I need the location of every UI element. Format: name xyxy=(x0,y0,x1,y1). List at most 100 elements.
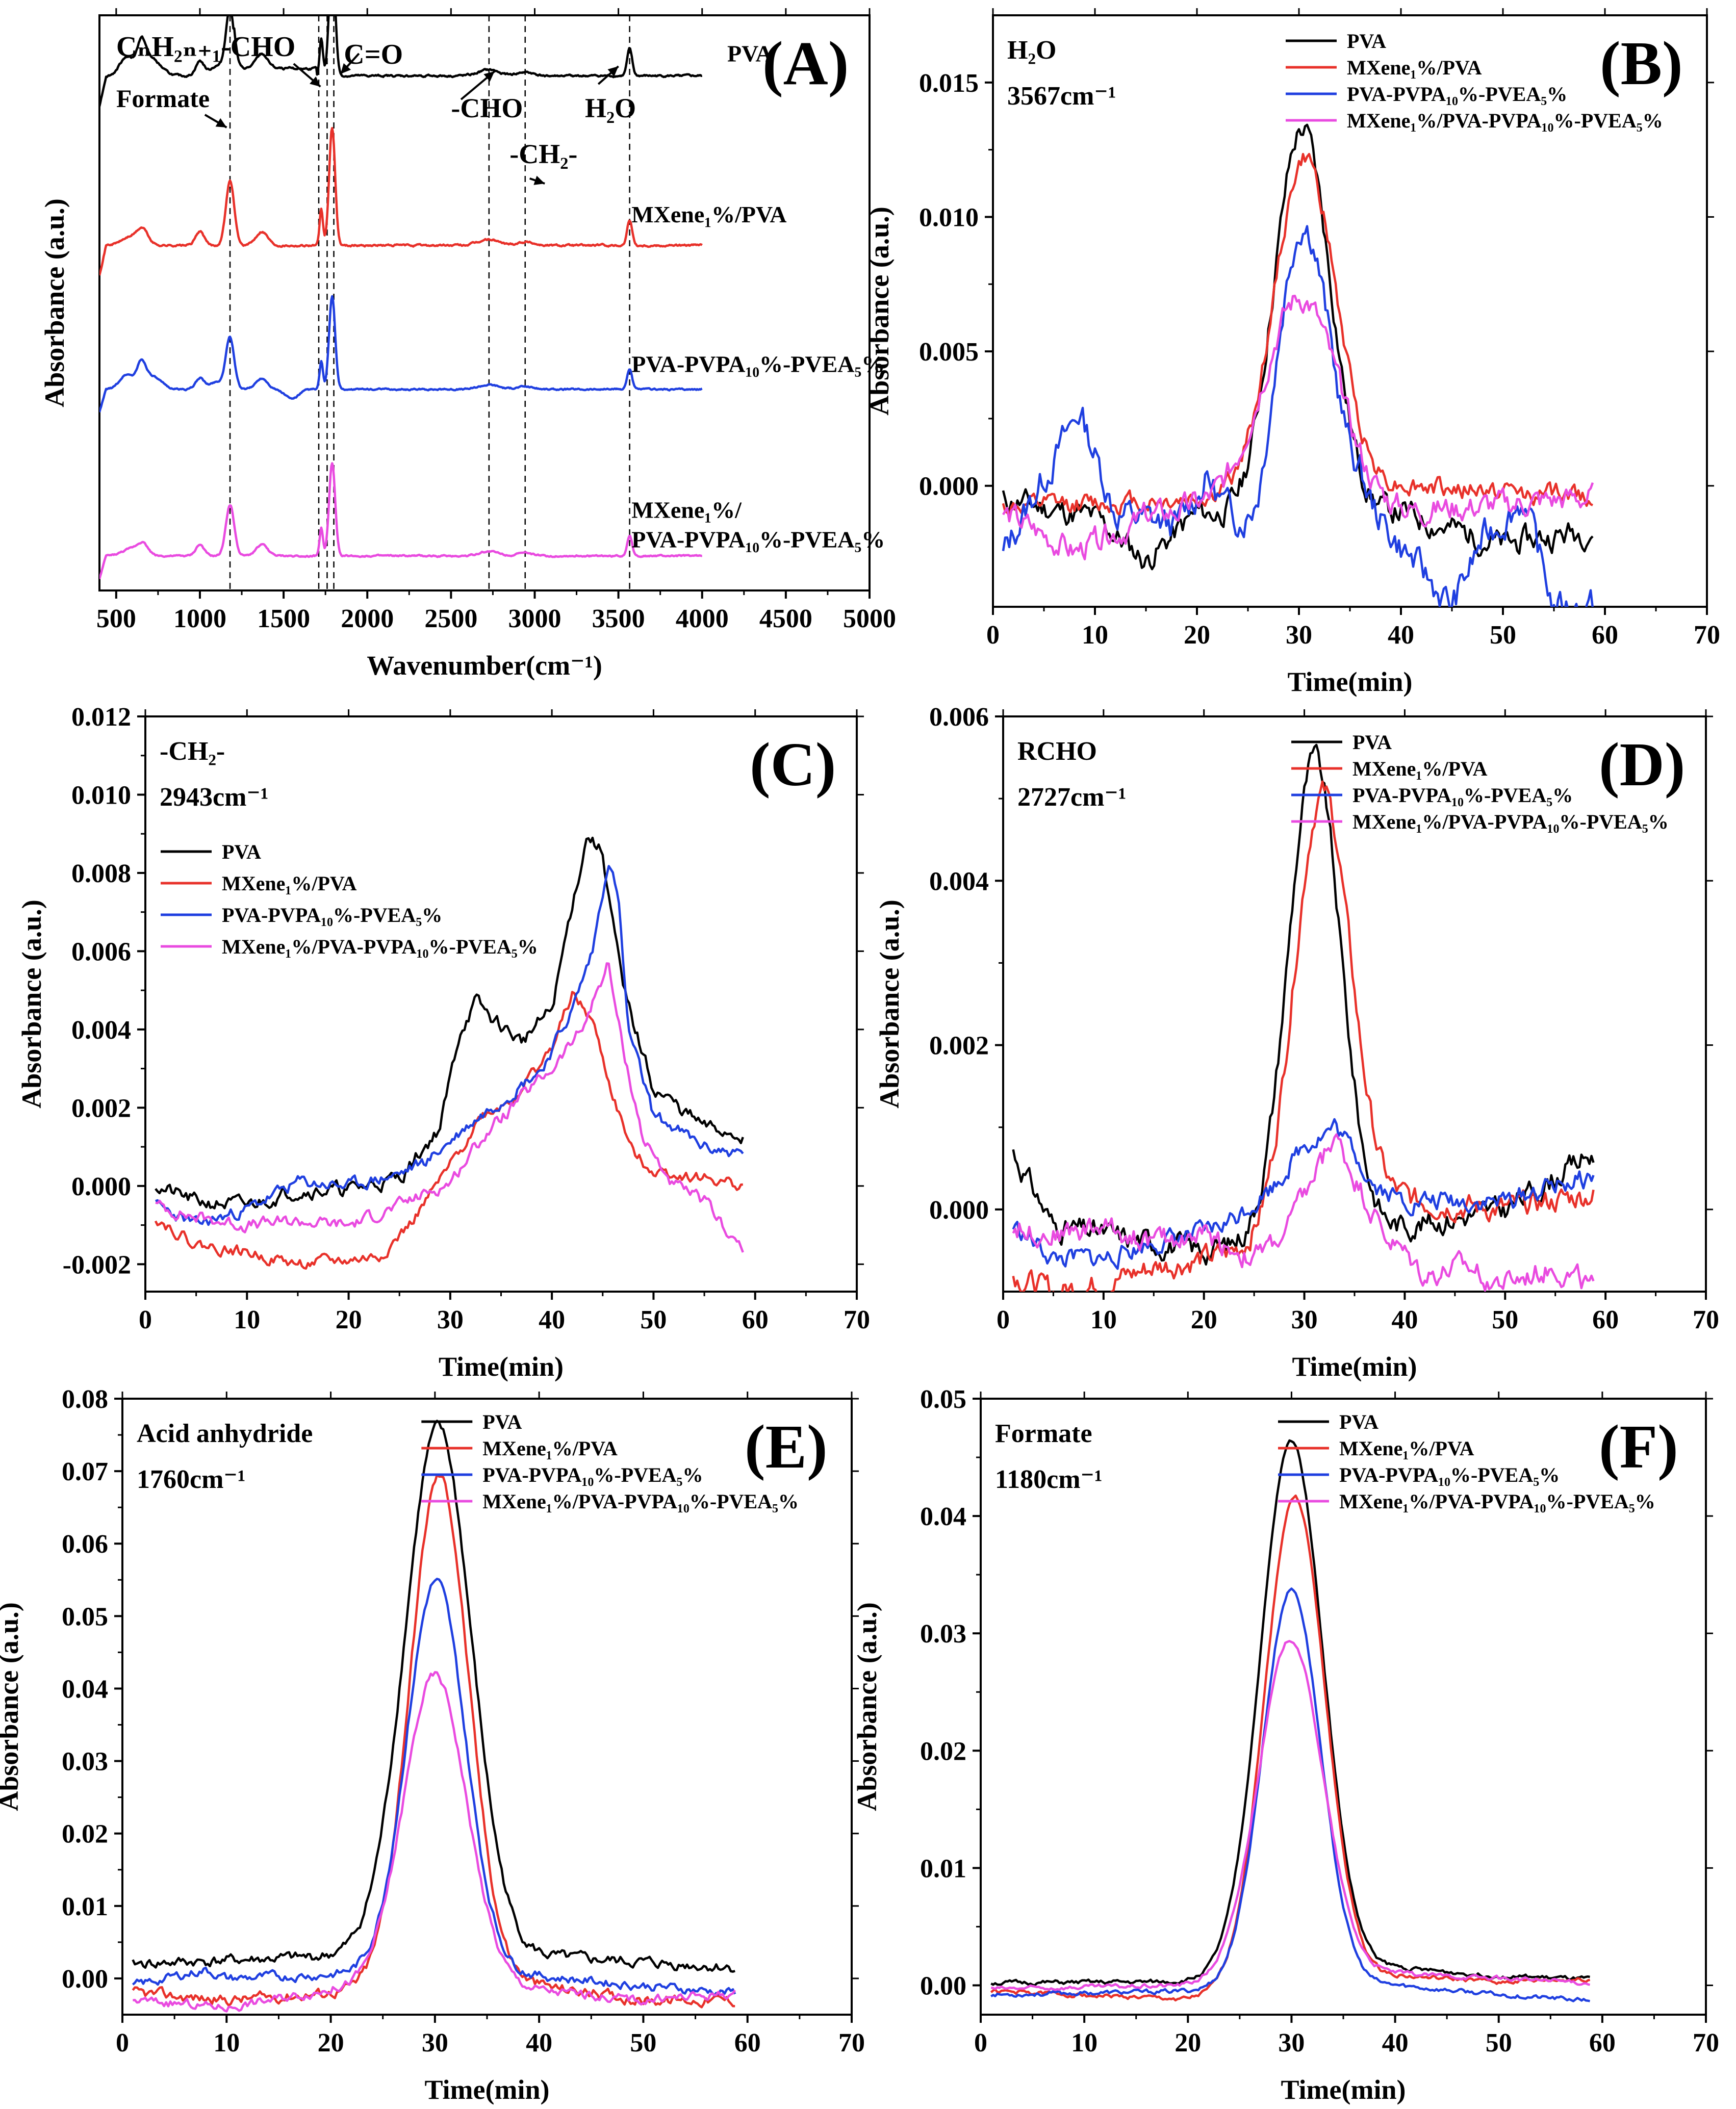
x-tick-label: 4500 xyxy=(759,604,812,633)
legend-label-0: PVA xyxy=(222,840,261,863)
x-tick-label: 70 xyxy=(844,1305,870,1334)
plot-area xyxy=(154,836,744,1270)
series-line-2 xyxy=(1002,225,1594,607)
x-tick-label: 0 xyxy=(986,621,1000,650)
legend-label-0: PVA xyxy=(1352,731,1392,754)
y-tick-label: 0.010 xyxy=(919,203,979,232)
x-tick-label: 50 xyxy=(1486,2028,1512,2057)
x-tick-label: 50 xyxy=(1490,621,1516,650)
panel-label-c: (C) xyxy=(750,730,836,799)
x-tick-label: 40 xyxy=(1391,1305,1418,1334)
panel-label-b: (B) xyxy=(1600,29,1683,98)
series-label-2: PVA-PVPA₁₀%-PVEA₅% xyxy=(631,351,885,377)
y-tick-label: 0.06 xyxy=(62,1530,108,1559)
panel-title-b-0: H₂O xyxy=(1007,36,1056,65)
y-tick-label: 0.010 xyxy=(71,781,131,810)
y-tick-label: 0.002 xyxy=(929,1032,989,1061)
y-tick-label: 0.00 xyxy=(920,1971,966,2000)
x-tick-label: 30 xyxy=(1286,621,1312,650)
panel-e: 0 10 20 30 40 50 60 70 Time(min) Absorbance (a.u.… xyxy=(0,1385,865,2105)
panel-label-a: (A) xyxy=(762,29,849,98)
legend-label-1: MXene₁%/PVA xyxy=(1347,56,1482,79)
legend-label-1: MXene₁%/PVA xyxy=(1339,1437,1474,1460)
x-tick-label: 70 xyxy=(838,2028,865,2057)
legend-label-1: MXene₁%/PVA xyxy=(1352,757,1488,780)
panel-title-d-1: 2727cm⁻¹ xyxy=(1017,783,1126,812)
legend-label-0: PVA xyxy=(1347,30,1386,53)
y-tick-label: 0.02 xyxy=(920,1737,966,1766)
x-tick-label: 2000 xyxy=(341,604,394,633)
series-line-3 xyxy=(1012,1133,1595,1292)
panel-b: 0 10 20 30 40 50 60 70 Time(min) Absorbance (a.u.… xyxy=(864,8,1720,697)
series-line-3 xyxy=(155,962,744,1253)
y-tick-label: 0.012 xyxy=(71,703,131,732)
arrow-formate-head xyxy=(215,118,227,127)
y-axis-label: Absorbance (a.u.) xyxy=(864,207,895,416)
x-tick-label: 70 xyxy=(1694,621,1720,650)
y-tick-label: 0.05 xyxy=(62,1602,108,1631)
y-axis-label: Absorbance (a.u.) xyxy=(16,899,47,1109)
panel-title-e-1: 1760cm⁻¹ xyxy=(137,1465,245,1494)
legend-label-2: PVA-PVPA₁₀%-PVEA₅% xyxy=(482,1463,703,1486)
x-tick-label: 0 xyxy=(139,1305,152,1334)
x-tick-label: 40 xyxy=(526,2028,552,2057)
x-tick-label: 10 xyxy=(1071,2028,1097,2057)
series-line-0 xyxy=(155,836,744,1210)
y-tick-label: 0.002 xyxy=(71,1094,131,1123)
panel-title-f-1: 1180cm⁻¹ xyxy=(995,1465,1103,1494)
series-label-3: MXene₁%/ xyxy=(631,497,742,523)
y-tick-label: 0.08 xyxy=(62,1385,108,1414)
arrow-h2o-head xyxy=(607,66,619,77)
plot-area xyxy=(990,1439,1591,2002)
series-line-2 xyxy=(155,865,744,1226)
x-tick-label: 3000 xyxy=(508,604,561,633)
x-tick-label: 0 xyxy=(116,2028,129,2057)
x-tick-label: 5000 xyxy=(843,604,896,633)
y-tick-label: 0.03 xyxy=(920,1619,966,1649)
plot-area xyxy=(132,1420,736,2013)
x-tick-label: 20 xyxy=(1184,621,1210,650)
x-tick-label: 50 xyxy=(640,1305,667,1334)
series-line-3 xyxy=(133,1671,736,2013)
y-tick-label: 0.07 xyxy=(62,1457,108,1486)
legend-label-3: MXene₁%/PVA-PVPA₁₀%-PVEA₅% xyxy=(482,1490,799,1513)
x-tick-label: 500 xyxy=(96,604,136,633)
legend-label-0: PVA xyxy=(482,1410,522,1433)
series-label-1: MXene₁%/PVA xyxy=(631,201,786,227)
arrow-co-head xyxy=(340,63,351,74)
x-tick-label: 3500 xyxy=(592,604,645,633)
x-tick-label: 10 xyxy=(1082,621,1108,650)
plot-area xyxy=(1002,123,1594,607)
x-tick-label: 30 xyxy=(437,1305,464,1334)
x-tick-label: 40 xyxy=(1388,621,1414,650)
panel-label-f: (F) xyxy=(1599,1412,1678,1481)
series-line-3 xyxy=(1002,294,1594,560)
series-line-3 xyxy=(99,462,703,579)
y-tick-label: 0.000 xyxy=(919,472,979,501)
panel-label-e: (E) xyxy=(745,1412,828,1481)
series-line-0 xyxy=(99,15,703,107)
annotation-ch2: -CH₂- xyxy=(509,139,577,169)
x-tick-label: 10 xyxy=(1090,1305,1117,1334)
series-line-1 xyxy=(990,1494,1591,2002)
y-tick-label: -0.002 xyxy=(63,1250,131,1279)
panel-title-b-1: 3567cm⁻¹ xyxy=(1007,82,1116,111)
y-axis-label: Absorbance (a.u.) xyxy=(39,198,70,407)
legend-label-2: PVA-PVPA₁₀%-PVEA₅% xyxy=(1352,784,1573,807)
y-tick-label: 0.004 xyxy=(929,867,989,896)
annotation-cnh2n-cho: CₙH₂ₙ₊₁-CHO xyxy=(116,31,295,63)
x-tick-label: 70 xyxy=(1693,1305,1719,1334)
series-line-2 xyxy=(990,1587,1590,2002)
series-line-2 xyxy=(1012,1118,1595,1270)
y-tick-label: 0.004 xyxy=(71,1016,131,1045)
legend-label-3: MXene₁%/PVA-PVPA₁₀%-PVEA₅% xyxy=(222,935,538,958)
x-axis-label: Time(min) xyxy=(1281,2074,1406,2105)
legend-label-3: MXene₁%/PVA-PVPA₁₀%-PVEA₅% xyxy=(1339,1490,1655,1513)
x-tick-label: 1000 xyxy=(173,604,226,633)
x-tick-label: 50 xyxy=(630,2028,656,2057)
x-tick-label: 0 xyxy=(974,2028,987,2057)
legend-label-2: PVA-PVPA₁₀%-PVEA₅% xyxy=(222,904,442,927)
x-tick-label: 20 xyxy=(336,1305,362,1334)
